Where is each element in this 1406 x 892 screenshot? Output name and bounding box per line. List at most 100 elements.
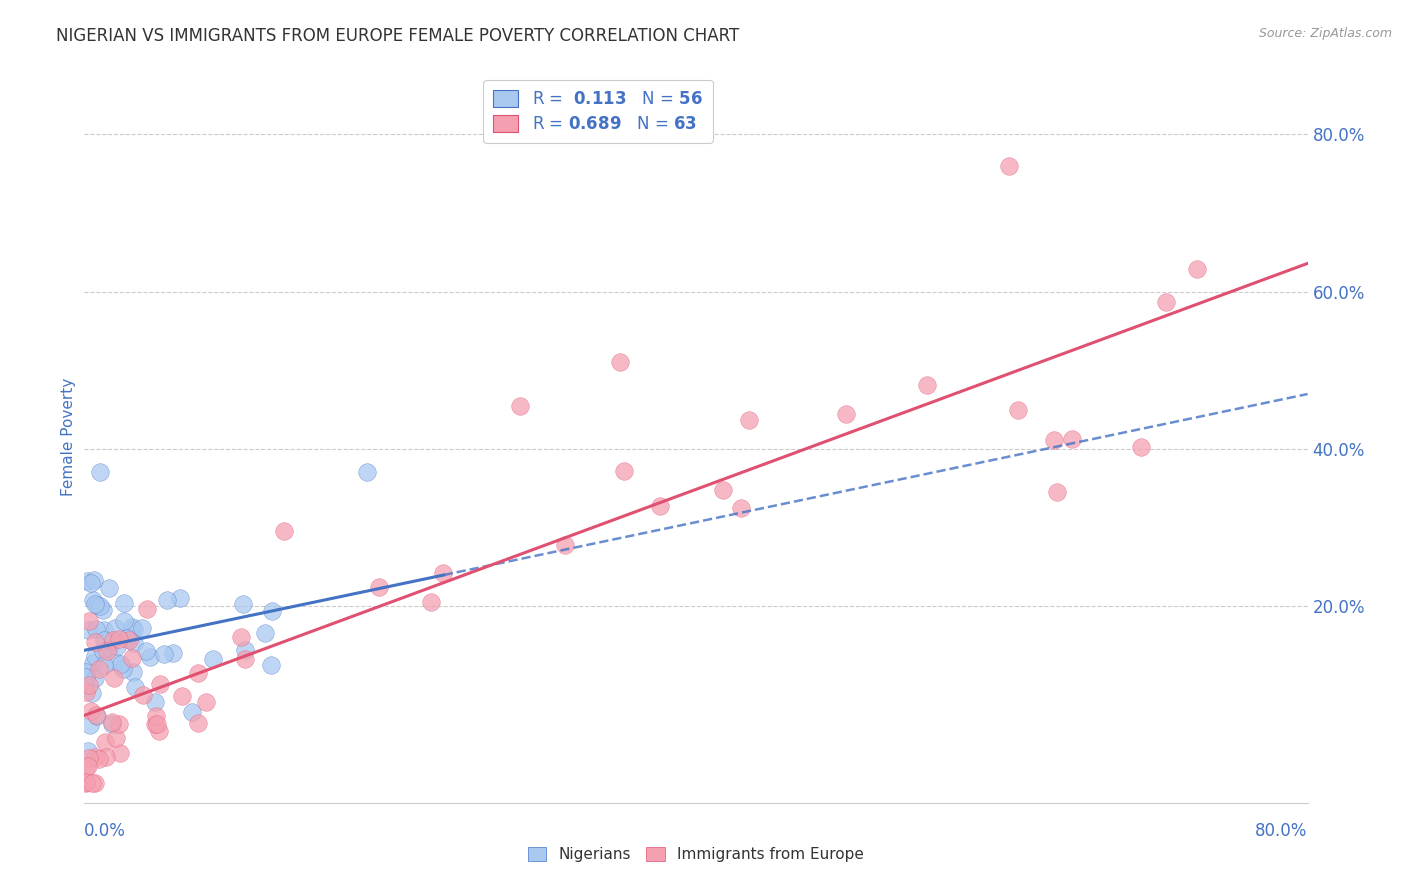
Point	[86, 709, 108, 723]
Text: NIGERIAN VS IMMIGRANTS FROM EUROPE FEMALE POVERTY CORRELATION CHART: NIGERIAN VS IMMIGRANTS FROM EUROPE FEMAL…	[56, 27, 740, 45]
Text: 80.0%: 80.0%	[1256, 822, 1308, 840]
Text: 0.0%: 0.0%	[84, 822, 127, 840]
Point	[613, 464, 636, 478]
Legend: Nigerians, Immigrants from Europe: Nigerians, Immigrants from Europe	[522, 841, 870, 868]
Point	[89, 599, 111, 613]
Y-axis label: Female Poverty: Female Poverty	[60, 378, 76, 496]
Point	[229, 631, 252, 645]
Point	[132, 688, 155, 702]
Point	[122, 622, 145, 636]
Point	[107, 632, 129, 646]
Point	[1043, 434, 1066, 448]
Point	[121, 651, 143, 665]
Point	[1007, 402, 1029, 417]
Point	[79, 718, 101, 732]
Point	[86, 599, 108, 613]
Point	[84, 597, 107, 611]
Point	[260, 604, 283, 618]
Point	[111, 662, 134, 676]
Point	[139, 650, 162, 665]
Point	[84, 649, 107, 664]
Point	[96, 644, 118, 658]
Point	[1060, 432, 1083, 446]
Point	[80, 704, 103, 718]
Point	[93, 734, 115, 748]
Point	[84, 671, 107, 685]
Point	[75, 776, 97, 790]
Point	[84, 708, 107, 723]
Point	[76, 574, 98, 588]
Point	[509, 399, 531, 413]
Point	[108, 746, 131, 760]
Point	[103, 671, 125, 685]
Point	[83, 749, 105, 764]
Point	[89, 752, 111, 766]
Point	[105, 731, 128, 745]
Point	[91, 603, 114, 617]
Point	[356, 466, 378, 480]
Point	[76, 623, 98, 637]
Point	[82, 686, 104, 700]
Point	[432, 566, 454, 581]
Point	[711, 483, 734, 498]
Point	[89, 662, 111, 676]
Point	[83, 573, 105, 587]
Point	[80, 576, 103, 591]
Point	[82, 593, 104, 607]
Point	[609, 355, 631, 369]
Point	[162, 646, 184, 660]
Point	[110, 657, 132, 671]
Point	[235, 652, 257, 666]
Point	[77, 614, 100, 628]
Point	[84, 776, 107, 790]
Point	[77, 751, 100, 765]
Point	[917, 377, 939, 392]
Point	[104, 621, 127, 635]
Point	[82, 656, 104, 670]
Point	[367, 580, 389, 594]
Point	[93, 623, 115, 637]
Point	[105, 639, 128, 653]
Point	[143, 695, 166, 709]
Point	[194, 694, 217, 708]
Point	[186, 715, 208, 730]
Point	[253, 626, 276, 640]
Point	[75, 775, 97, 789]
Point	[75, 685, 97, 699]
Point	[84, 622, 107, 636]
Point	[169, 591, 191, 605]
Point	[108, 717, 131, 731]
Point	[115, 632, 138, 646]
Point	[730, 500, 752, 515]
Point	[131, 621, 153, 635]
Point	[101, 632, 124, 647]
Point	[118, 633, 141, 648]
Point	[835, 407, 858, 421]
Point	[101, 714, 124, 729]
Point	[89, 466, 111, 480]
Point	[648, 499, 671, 513]
Point	[83, 635, 105, 649]
Point	[554, 537, 576, 551]
Point	[172, 689, 194, 703]
Point	[149, 677, 172, 691]
Point	[738, 413, 761, 427]
Point	[260, 658, 283, 673]
Point	[76, 758, 98, 772]
Point	[146, 716, 169, 731]
Point	[77, 744, 100, 758]
Point	[97, 581, 120, 595]
Point	[135, 643, 157, 657]
Point	[420, 595, 443, 609]
Point	[75, 761, 97, 775]
Point	[82, 776, 104, 790]
Point	[94, 750, 117, 764]
Point	[124, 680, 146, 694]
Text: Source: ZipAtlas.com: Source: ZipAtlas.com	[1258, 27, 1392, 40]
Point	[124, 636, 146, 650]
Point	[235, 642, 257, 657]
Point	[148, 723, 170, 738]
Point	[121, 620, 143, 634]
Point	[145, 708, 167, 723]
Point	[181, 705, 204, 719]
